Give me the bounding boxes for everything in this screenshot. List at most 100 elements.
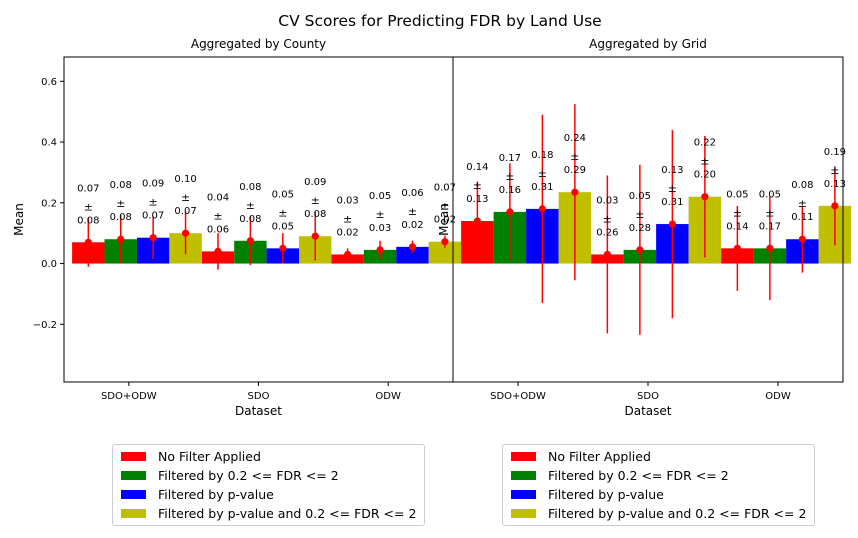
legend-item: No Filter Applied	[121, 447, 416, 466]
mean-marker	[798, 235, 806, 243]
legend-grid: No Filter Applied Filtered by 0.2 <= FDR …	[502, 444, 816, 526]
mean-marker	[603, 250, 611, 259]
legend-swatch	[511, 490, 536, 499]
legend-swatch	[511, 452, 536, 461]
error-label: 0.02	[434, 215, 456, 226]
plus-minus-label: ±	[278, 206, 287, 219]
mean-marker	[376, 246, 384, 254]
error-label: 0.29	[564, 165, 586, 176]
mean-marker	[344, 250, 352, 259]
legend-swatch	[511, 471, 536, 480]
plus-minus-label: ±	[473, 179, 482, 192]
x-tick-label: SDO+ODW	[101, 391, 157, 402]
value-label: 0.17	[499, 153, 521, 164]
mean-marker	[506, 208, 514, 216]
value-label: 0.07	[434, 183, 456, 194]
error-label: 0.16	[499, 185, 521, 196]
plus-minus-label: ±	[668, 182, 677, 195]
error-label: 0.08	[239, 214, 261, 225]
value-label: 0.05	[759, 189, 781, 200]
error-label: 0.05	[272, 221, 294, 232]
value-label: 0.10	[174, 174, 196, 185]
legend-swatch	[121, 490, 146, 499]
value-label: 0.05	[726, 189, 748, 200]
mean-marker	[538, 205, 546, 213]
mean-marker	[571, 188, 579, 196]
mean-marker	[733, 244, 741, 252]
value-label: 0.08	[110, 180, 132, 191]
legend-label: Filtered by p-value	[158, 487, 274, 502]
plus-minus-label: ±	[84, 200, 93, 213]
x-axis-label: Dataset	[625, 404, 672, 418]
plus-minus-label: ±	[603, 212, 612, 225]
y-tick-label: 0.0	[41, 259, 57, 270]
x-tick-label: SDO+ODW	[490, 391, 546, 402]
value-label: 0.04	[207, 192, 229, 203]
x-tick-label: SDO	[637, 391, 659, 402]
error-label: 0.28	[629, 223, 651, 234]
error-label: 0.20	[694, 170, 716, 181]
value-label: 0.05	[272, 189, 294, 200]
legend-label: Filtered by p-value	[548, 487, 664, 502]
plus-minus-label: ±	[246, 199, 255, 212]
charts-container: 0.07 ±0.08 0.04 ±0.06 0.03 ±0.02 0.08 ±0.08 0.08…	[12, 37, 852, 418]
plus-minus-label: ±	[830, 164, 839, 177]
error-label: 0.08	[110, 212, 132, 223]
plus-minus-label: ±	[311, 194, 320, 207]
error-label: 0.06	[207, 224, 229, 235]
y-tick-label: −0.2	[33, 320, 57, 331]
mean-marker	[246, 237, 254, 245]
legend-county: No Filter Applied Filtered by 0.2 <= FDR …	[112, 444, 426, 526]
plus-minus-label: ±	[635, 208, 644, 221]
value-label: 0.14	[466, 162, 488, 173]
mean-marker	[84, 238, 92, 246]
legend-item: Filtered by p-value	[121, 485, 416, 504]
legend-label: Filtered by p-value and 0.2 <= FDR <= 2	[158, 506, 417, 521]
error-label: 0.26	[596, 227, 618, 238]
legend-label: Filtered by p-value and 0.2 <= FDR <= 2	[548, 506, 807, 521]
mean-marker	[181, 229, 190, 237]
value-label: 0.09	[142, 179, 164, 190]
x-tick-label: ODW	[375, 391, 401, 402]
plus-minus-label: ±	[213, 209, 222, 222]
plus-minus-label: ±	[149, 196, 158, 209]
error-label: 0.17	[759, 221, 781, 232]
error-label: 0.07	[174, 206, 196, 217]
mean-marker	[766, 244, 774, 252]
y-axis-label: Mean	[437, 203, 451, 236]
plus-minus-label: ±	[733, 206, 742, 219]
bar	[396, 246, 429, 264]
value-label: 0.19	[824, 147, 846, 158]
chart-1: 0.14 ±0.13 0.03 ±0.26 0.05 ±0.14 0.17 ±0.16 0.05…	[437, 37, 852, 418]
y-tick-label: 0.4	[41, 138, 57, 149]
error-label: 0.02	[401, 220, 423, 231]
legend-item: Filtered by p-value	[511, 485, 806, 504]
subplot-title: Aggregated by County	[191, 37, 326, 51]
error-label: 0.02	[337, 227, 359, 238]
legend-swatch	[121, 452, 146, 461]
legend-item: No Filter Applied	[511, 447, 806, 466]
value-label: 0.03	[337, 195, 359, 206]
mean-marker	[441, 238, 449, 246]
x-axis-label: Dataset	[235, 404, 282, 418]
value-label: 0.03	[596, 195, 618, 206]
mean-marker	[636, 246, 644, 254]
legend-label: No Filter Applied	[548, 449, 651, 464]
value-label: 0.24	[564, 133, 586, 144]
plus-minus-label: ±	[440, 200, 449, 213]
chart-0: 0.07 ±0.08 0.04 ±0.06 0.03 ±0.02 0.08 ±0.08 0.08…	[12, 37, 462, 418]
mean-marker	[214, 247, 222, 255]
value-label: 0.09	[304, 177, 326, 188]
legend-swatch	[121, 471, 146, 480]
value-label: 0.08	[791, 180, 813, 191]
y-tick-label: 0.6	[41, 77, 57, 88]
legend-item: Filtered by 0.2 <= FDR <= 2	[511, 466, 806, 485]
plus-minus-label: ±	[181, 191, 190, 204]
mean-marker	[149, 234, 157, 242]
error-label: 0.31	[661, 197, 683, 208]
plus-minus-label: ±	[765, 206, 774, 219]
mean-marker	[473, 217, 481, 225]
mean-marker	[408, 243, 417, 251]
plus-minus-label: ±	[375, 208, 384, 221]
